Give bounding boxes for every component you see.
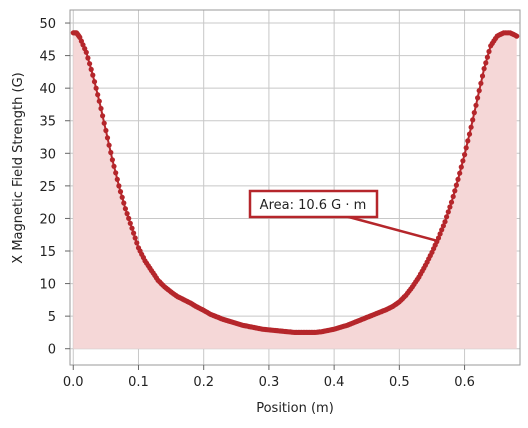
data-point — [476, 88, 482, 94]
data-point — [111, 163, 117, 169]
data-point — [437, 231, 443, 237]
data-point — [103, 127, 109, 134]
data-point — [486, 48, 492, 55]
y-tick-label: 10 — [39, 278, 56, 293]
data-point — [455, 176, 461, 182]
annotation-leader-line — [344, 214, 439, 243]
data-point — [108, 149, 114, 156]
data-point — [453, 182, 459, 188]
data-point — [83, 49, 89, 55]
data-point — [101, 120, 107, 126]
data-point — [109, 157, 115, 163]
data-point — [104, 135, 111, 141]
y-tick-label: 30 — [39, 147, 56, 162]
data-point — [85, 55, 91, 61]
data-point — [445, 209, 451, 215]
area-fill — [73, 32, 517, 349]
data-point — [106, 142, 112, 148]
y-axis-ticks: 0 5 10 15 20 25 30 35 40 45 50 — [39, 17, 70, 358]
data-point — [134, 240, 140, 246]
data-point — [466, 131, 473, 137]
data-point — [129, 225, 135, 231]
data-point — [479, 73, 486, 79]
data-point — [88, 66, 94, 72]
y-tick-label: 45 — [39, 50, 56, 65]
data-point — [452, 188, 458, 194]
data-point — [113, 170, 119, 176]
x-tick-label: 0.4 — [324, 375, 345, 390]
x-tick-label: 0.6 — [454, 375, 475, 390]
y-tick-label: 35 — [39, 115, 56, 130]
data-point — [473, 102, 479, 108]
data-point — [457, 170, 463, 176]
data-point — [121, 200, 127, 206]
x-tick-label: 0.0 — [63, 375, 84, 390]
data-point — [93, 85, 99, 91]
data-point — [468, 124, 474, 130]
data-point — [127, 220, 133, 226]
data-point — [114, 176, 120, 182]
data-point — [448, 199, 455, 205]
data-point — [471, 110, 477, 116]
data-point — [98, 105, 104, 112]
x-axis-title: Position (m) — [256, 401, 334, 416]
data-point — [450, 193, 456, 200]
data-point — [116, 183, 122, 189]
x-axis-ticks: 0.0 0.1 0.2 0.3 0.4 0.5 0.6 — [63, 365, 475, 390]
data-point — [462, 152, 468, 158]
data-point — [465, 138, 471, 144]
data-point — [91, 79, 98, 85]
y-tick-label: 5 — [48, 310, 56, 325]
data-point — [87, 61, 93, 67]
x-tick-label: 0.1 — [128, 375, 149, 390]
data-point — [122, 206, 128, 212]
data-point — [100, 113, 106, 119]
y-tick-label: 40 — [39, 82, 56, 97]
data-point — [96, 98, 102, 104]
data-point — [126, 215, 132, 221]
x-tick-label: 0.5 — [389, 375, 410, 390]
data-point — [481, 66, 487, 72]
annotation-text: Area: 10.6 G · m — [260, 198, 367, 213]
y-axis-title: X Magnetic Field Strength (G) — [11, 72, 26, 263]
data-point — [475, 95, 481, 101]
data-point — [458, 164, 464, 170]
data-point — [444, 214, 450, 220]
data-point — [447, 204, 453, 210]
data-point — [95, 92, 101, 98]
data-point — [131, 230, 137, 236]
data-point — [439, 227, 445, 233]
data-point — [132, 235, 138, 241]
data-point — [483, 60, 489, 66]
data-point — [90, 72, 96, 78]
data-point — [514, 33, 520, 39]
y-tick-label: 0 — [48, 343, 56, 358]
y-tick-label: 25 — [39, 180, 56, 195]
data-point — [124, 211, 130, 217]
x-tick-label: 0.2 — [193, 375, 214, 390]
data-point — [117, 189, 124, 195]
data-point — [484, 54, 490, 60]
y-tick-label: 50 — [39, 17, 56, 32]
annotation-box — [248, 189, 379, 219]
y-tick-label: 15 — [39, 245, 56, 260]
plot-frame — [69, 9, 521, 366]
data-point — [442, 219, 448, 225]
data-point — [470, 117, 476, 123]
x-tick-label: 0.3 — [259, 375, 280, 390]
data-points — [70, 30, 520, 335]
y-tick-label: 20 — [39, 212, 56, 227]
data-point — [119, 194, 125, 200]
data-point — [478, 80, 484, 86]
data-point — [463, 145, 469, 151]
data-point — [435, 235, 442, 241]
data-point — [440, 223, 446, 229]
data-point — [460, 158, 466, 164]
